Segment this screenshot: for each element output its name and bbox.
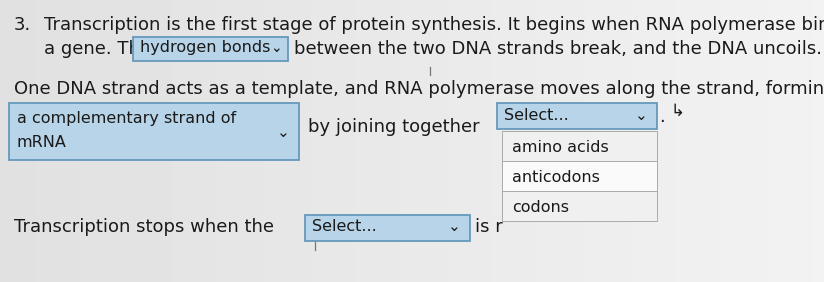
- Text: between the two DNA strands break, and the DNA uncoils.: between the two DNA strands break, and t…: [294, 40, 822, 58]
- Text: ⌄: ⌄: [448, 219, 461, 234]
- Text: Select...: Select...: [312, 219, 377, 234]
- FancyBboxPatch shape: [502, 161, 657, 191]
- FancyBboxPatch shape: [502, 191, 657, 221]
- Text: Transcription is the first stage of protein synthesis. It begins when RNA polyme: Transcription is the first stage of prot…: [44, 16, 824, 34]
- Text: a gene. The: a gene. The: [44, 40, 151, 58]
- Text: ↳: ↳: [671, 102, 685, 120]
- Text: ⌄: ⌄: [635, 108, 648, 123]
- Text: ⌄: ⌄: [277, 125, 290, 140]
- Text: amino acids: amino acids: [512, 140, 609, 155]
- FancyBboxPatch shape: [502, 131, 657, 161]
- Text: by joining together: by joining together: [308, 118, 480, 136]
- Text: anticodons: anticodons: [512, 170, 600, 185]
- Text: mRNA: mRNA: [17, 135, 67, 150]
- FancyBboxPatch shape: [305, 215, 470, 241]
- Text: is r: is r: [475, 218, 503, 236]
- Text: Transcription stops when the: Transcription stops when the: [14, 218, 274, 236]
- Text: hydrogen bonds: hydrogen bonds: [140, 40, 270, 55]
- Text: .: .: [659, 108, 665, 126]
- Text: One DNA strand acts as a template, and RNA polymerase moves along the strand, fo: One DNA strand acts as a template, and R…: [14, 80, 824, 98]
- FancyBboxPatch shape: [497, 103, 657, 129]
- Text: a complementary strand of: a complementary strand of: [17, 111, 236, 126]
- FancyBboxPatch shape: [133, 37, 288, 61]
- Text: ⌄: ⌄: [270, 41, 282, 55]
- Text: 3.: 3.: [14, 16, 31, 34]
- FancyBboxPatch shape: [9, 103, 299, 160]
- Text: codons: codons: [512, 200, 569, 215]
- Text: Select...: Select...: [504, 108, 569, 123]
